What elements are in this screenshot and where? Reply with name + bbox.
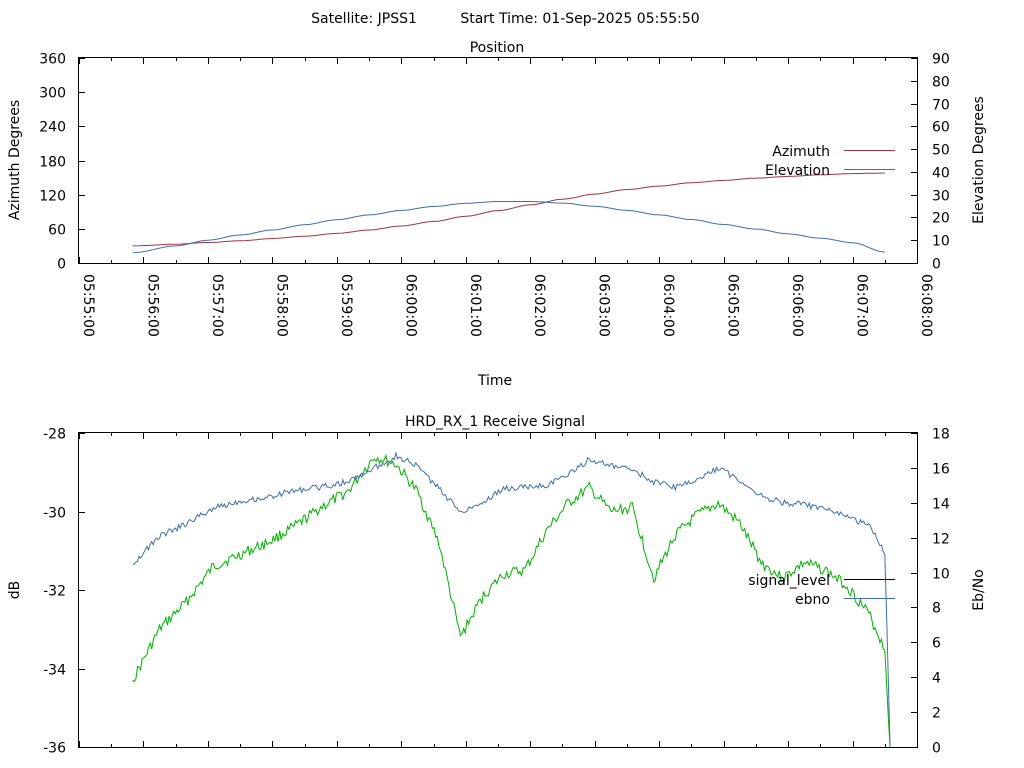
- ebno-axis-tick-label: 2: [932, 706, 941, 722]
- position-time-tick-labels: 05:55:00 05:56:00 05:57:00 05:58:00 05:59:00…: [80, 274, 934, 337]
- elevation-axis-tick-label: 20: [932, 211, 950, 227]
- ebno-axis-tick-label: 18: [932, 427, 950, 443]
- db-axis-tick-label: -30: [43, 506, 66, 522]
- position-elevation-axis-label: Elevation Degrees: [971, 96, 987, 224]
- position-azimuth-axis-label: Azimuth Degrees: [7, 100, 23, 220]
- signal-level-series-line: [132, 453, 891, 748]
- receive-ebno-axis-label: Eb/No: [971, 569, 987, 611]
- db-axis-tick-label: -28: [43, 427, 66, 443]
- elevation-axis-tick-label: 80: [932, 75, 950, 91]
- time-tick-label: 06:00:00: [402, 274, 418, 337]
- position-legend: Azimuth Elevation: [765, 144, 895, 179]
- time-tick-label: 06:05:00: [725, 274, 741, 337]
- position-plot-frame: [78, 57, 918, 264]
- receive-db-tick-labels: -36 -34 -32 -30 -28: [43, 427, 66, 757]
- legend-ebno-label: ebno: [795, 592, 830, 608]
- time-tick-label: 06:01:00: [467, 274, 483, 337]
- elevation-axis-tick-label: 0: [932, 257, 941, 273]
- time-tick-label: 05:59:00: [338, 274, 354, 337]
- ebno-axis-tick-label: 0: [932, 741, 941, 757]
- legend-elevation-label: Elevation: [765, 163, 830, 179]
- time-tick-label: 06:03:00: [596, 274, 612, 337]
- ebno-axis-tick-label: 16: [932, 462, 950, 478]
- ebno-axis-tick-label: 12: [932, 532, 950, 548]
- azimuth-series-line: [132, 172, 885, 247]
- time-tick-label: 05:56:00: [144, 274, 160, 337]
- elevation-axis-tick-label: 70: [932, 98, 950, 114]
- ebno-axis-tick-label: 8: [932, 601, 941, 617]
- receive-plot-frame: [78, 432, 918, 748]
- figure-satellite-label: Satellite: JPSS1: [311, 11, 417, 27]
- elevation-axis-tick-label: 30: [932, 189, 950, 205]
- azimuth-axis-tick-label: 300: [39, 86, 66, 102]
- legend-azimuth-label: Azimuth: [772, 144, 830, 160]
- azimuth-axis-tick-label: 180: [39, 155, 66, 171]
- elevation-axis-tick-label: 60: [932, 120, 950, 136]
- db-axis-tick-label: -36: [43, 741, 66, 757]
- time-tick-label: 06:07:00: [854, 274, 870, 337]
- receive-signal-chart: HRD_RX_1 Receive Signal -36-34-32-30-28 …: [7, 414, 987, 757]
- ebno-axis-tick-label: 10: [932, 567, 950, 583]
- time-tick-label: 06:04:00: [660, 274, 676, 337]
- position-chart: Position 0 60 120 180 240 300 360 0 10 20 30 40 50 6…: [7, 40, 987, 389]
- elevation-axis-tick-label: 10: [932, 234, 950, 250]
- elevation-axis-tick-label: 50: [932, 143, 950, 159]
- position-azimuth-tick-labels: 0 60 120 180 240 300 360: [39, 52, 66, 273]
- figure-start-time-label: Start Time: 01-Sep-2025 05:55:50: [460, 11, 699, 27]
- elevation-axis-tick-label: 90: [932, 52, 950, 68]
- receive-db-axis-label: dB: [7, 581, 23, 600]
- time-tick-label: 06:08:00: [918, 274, 934, 337]
- azimuth-axis-tick-label: 240: [39, 120, 66, 136]
- position-chart-title: Position: [470, 40, 525, 56]
- receive-legend: signal_level ebno: [748, 573, 895, 608]
- azimuth-axis-tick-label: 120: [39, 189, 66, 205]
- elevation-axis-tick-label: 40: [932, 166, 950, 182]
- db-axis-tick-label: -32: [43, 584, 66, 600]
- position-elevation-tick-labels: 0 10 20 30 40 50 60 70 80 90: [932, 52, 950, 273]
- receive-axis-ticks: [79, 433, 918, 748]
- time-tick-label: 05:57:00: [209, 274, 225, 337]
- ebno-series-line: [132, 451, 891, 748]
- azimuth-axis-tick-label: 0: [57, 257, 66, 273]
- azimuth-axis-tick-label: 60: [48, 223, 66, 239]
- time-tick-label: 06:06:00: [789, 274, 805, 337]
- ebno-axis-tick-label: 6: [932, 636, 941, 652]
- receive-ebno-tick-labels: 0 2 4 6 8 10 12 14 16 18: [932, 427, 950, 757]
- azimuth-axis-tick-label: 360: [39, 52, 66, 68]
- elevation-series-line: [132, 201, 885, 254]
- position-time-axis-label: Time: [477, 373, 512, 389]
- receive-chart-title: HRD_RX_1 Receive Signal: [405, 414, 585, 430]
- legend-signal-level-label: signal_level: [748, 573, 830, 589]
- ebno-axis-tick-label: 14: [932, 497, 950, 513]
- time-tick-label: 05:55:00: [80, 274, 96, 337]
- time-tick-label: 06:02:00: [531, 274, 547, 337]
- time-tick-label: 05:58:00: [273, 274, 289, 337]
- db-axis-tick-label: -34: [43, 663, 66, 679]
- ebno-axis-tick-label: 4: [932, 671, 941, 687]
- position-axis-ticks: [79, 58, 918, 264]
